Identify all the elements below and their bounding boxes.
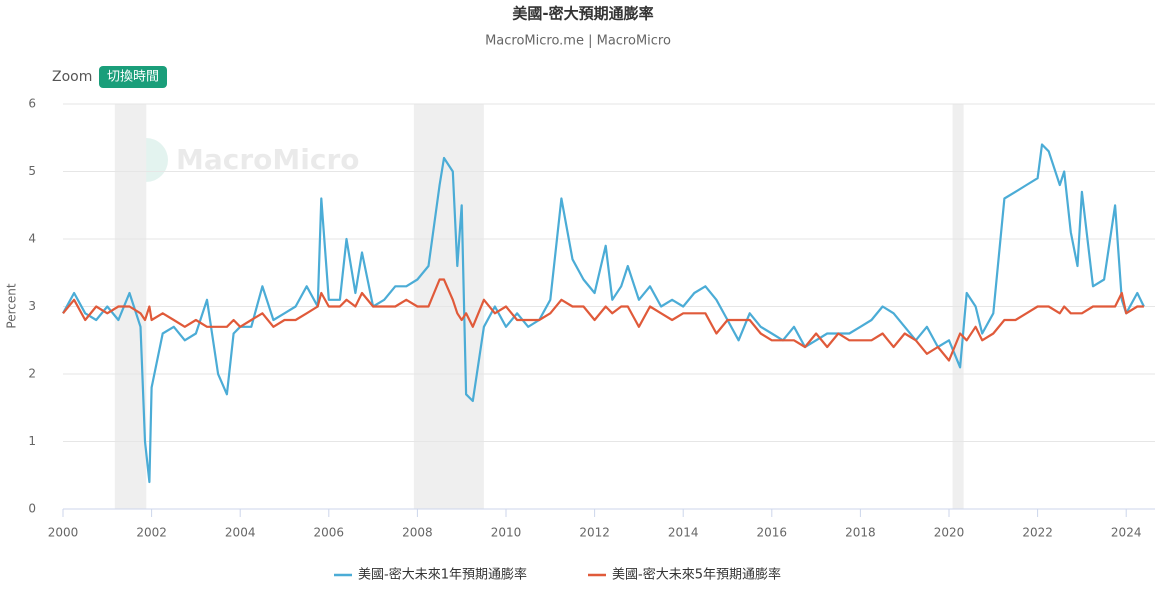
chart-title: 美國-密大預期通膨率	[512, 5, 653, 23]
x-tick-label: 2012	[579, 526, 610, 540]
x-tick-label: 2004	[225, 526, 256, 540]
x-tick-label: 2020	[934, 526, 965, 540]
legend-label: 美國-密大未來1年預期通膨率	[358, 567, 527, 583]
x-tick-label: 2010	[491, 526, 522, 540]
y-tick-label: 1	[28, 434, 36, 448]
x-tick-label: 2000	[48, 526, 79, 540]
x-tick-label: 2014	[668, 526, 699, 540]
time-button[interactable]	[99, 66, 167, 88]
chart-subtitle: MacroMicro.me | MacroMicro	[485, 34, 671, 49]
x-tick-label: 2002	[136, 526, 167, 540]
series-line	[62, 143, 1145, 484]
x-tick-label: 2018	[845, 526, 876, 540]
y-tick-label: 4	[28, 232, 36, 246]
y-tick-label: 3	[28, 299, 36, 313]
legend-label: 美國-密大未來5年預期通膨率	[612, 567, 781, 583]
time-button-label[interactable]: 切換時間	[107, 70, 159, 85]
y-tick-label: 0	[28, 502, 36, 516]
y-tick-label: 5	[28, 164, 36, 178]
y-axis-label: Percent	[5, 283, 19, 328]
y-tick-label: 2	[28, 367, 36, 381]
x-tick-label: 2006	[314, 526, 345, 540]
watermark: MacroMicro	[176, 143, 360, 176]
x-tick-label: 2022	[1022, 526, 1053, 540]
series-line	[62, 278, 1144, 362]
x-tick-label: 2024	[1111, 526, 1142, 540]
zoom-label: Zoom	[52, 69, 92, 85]
y-tick-label: 6	[28, 97, 36, 111]
x-tick-label: 2008	[402, 526, 433, 540]
x-tick-label: 2016	[757, 526, 788, 540]
